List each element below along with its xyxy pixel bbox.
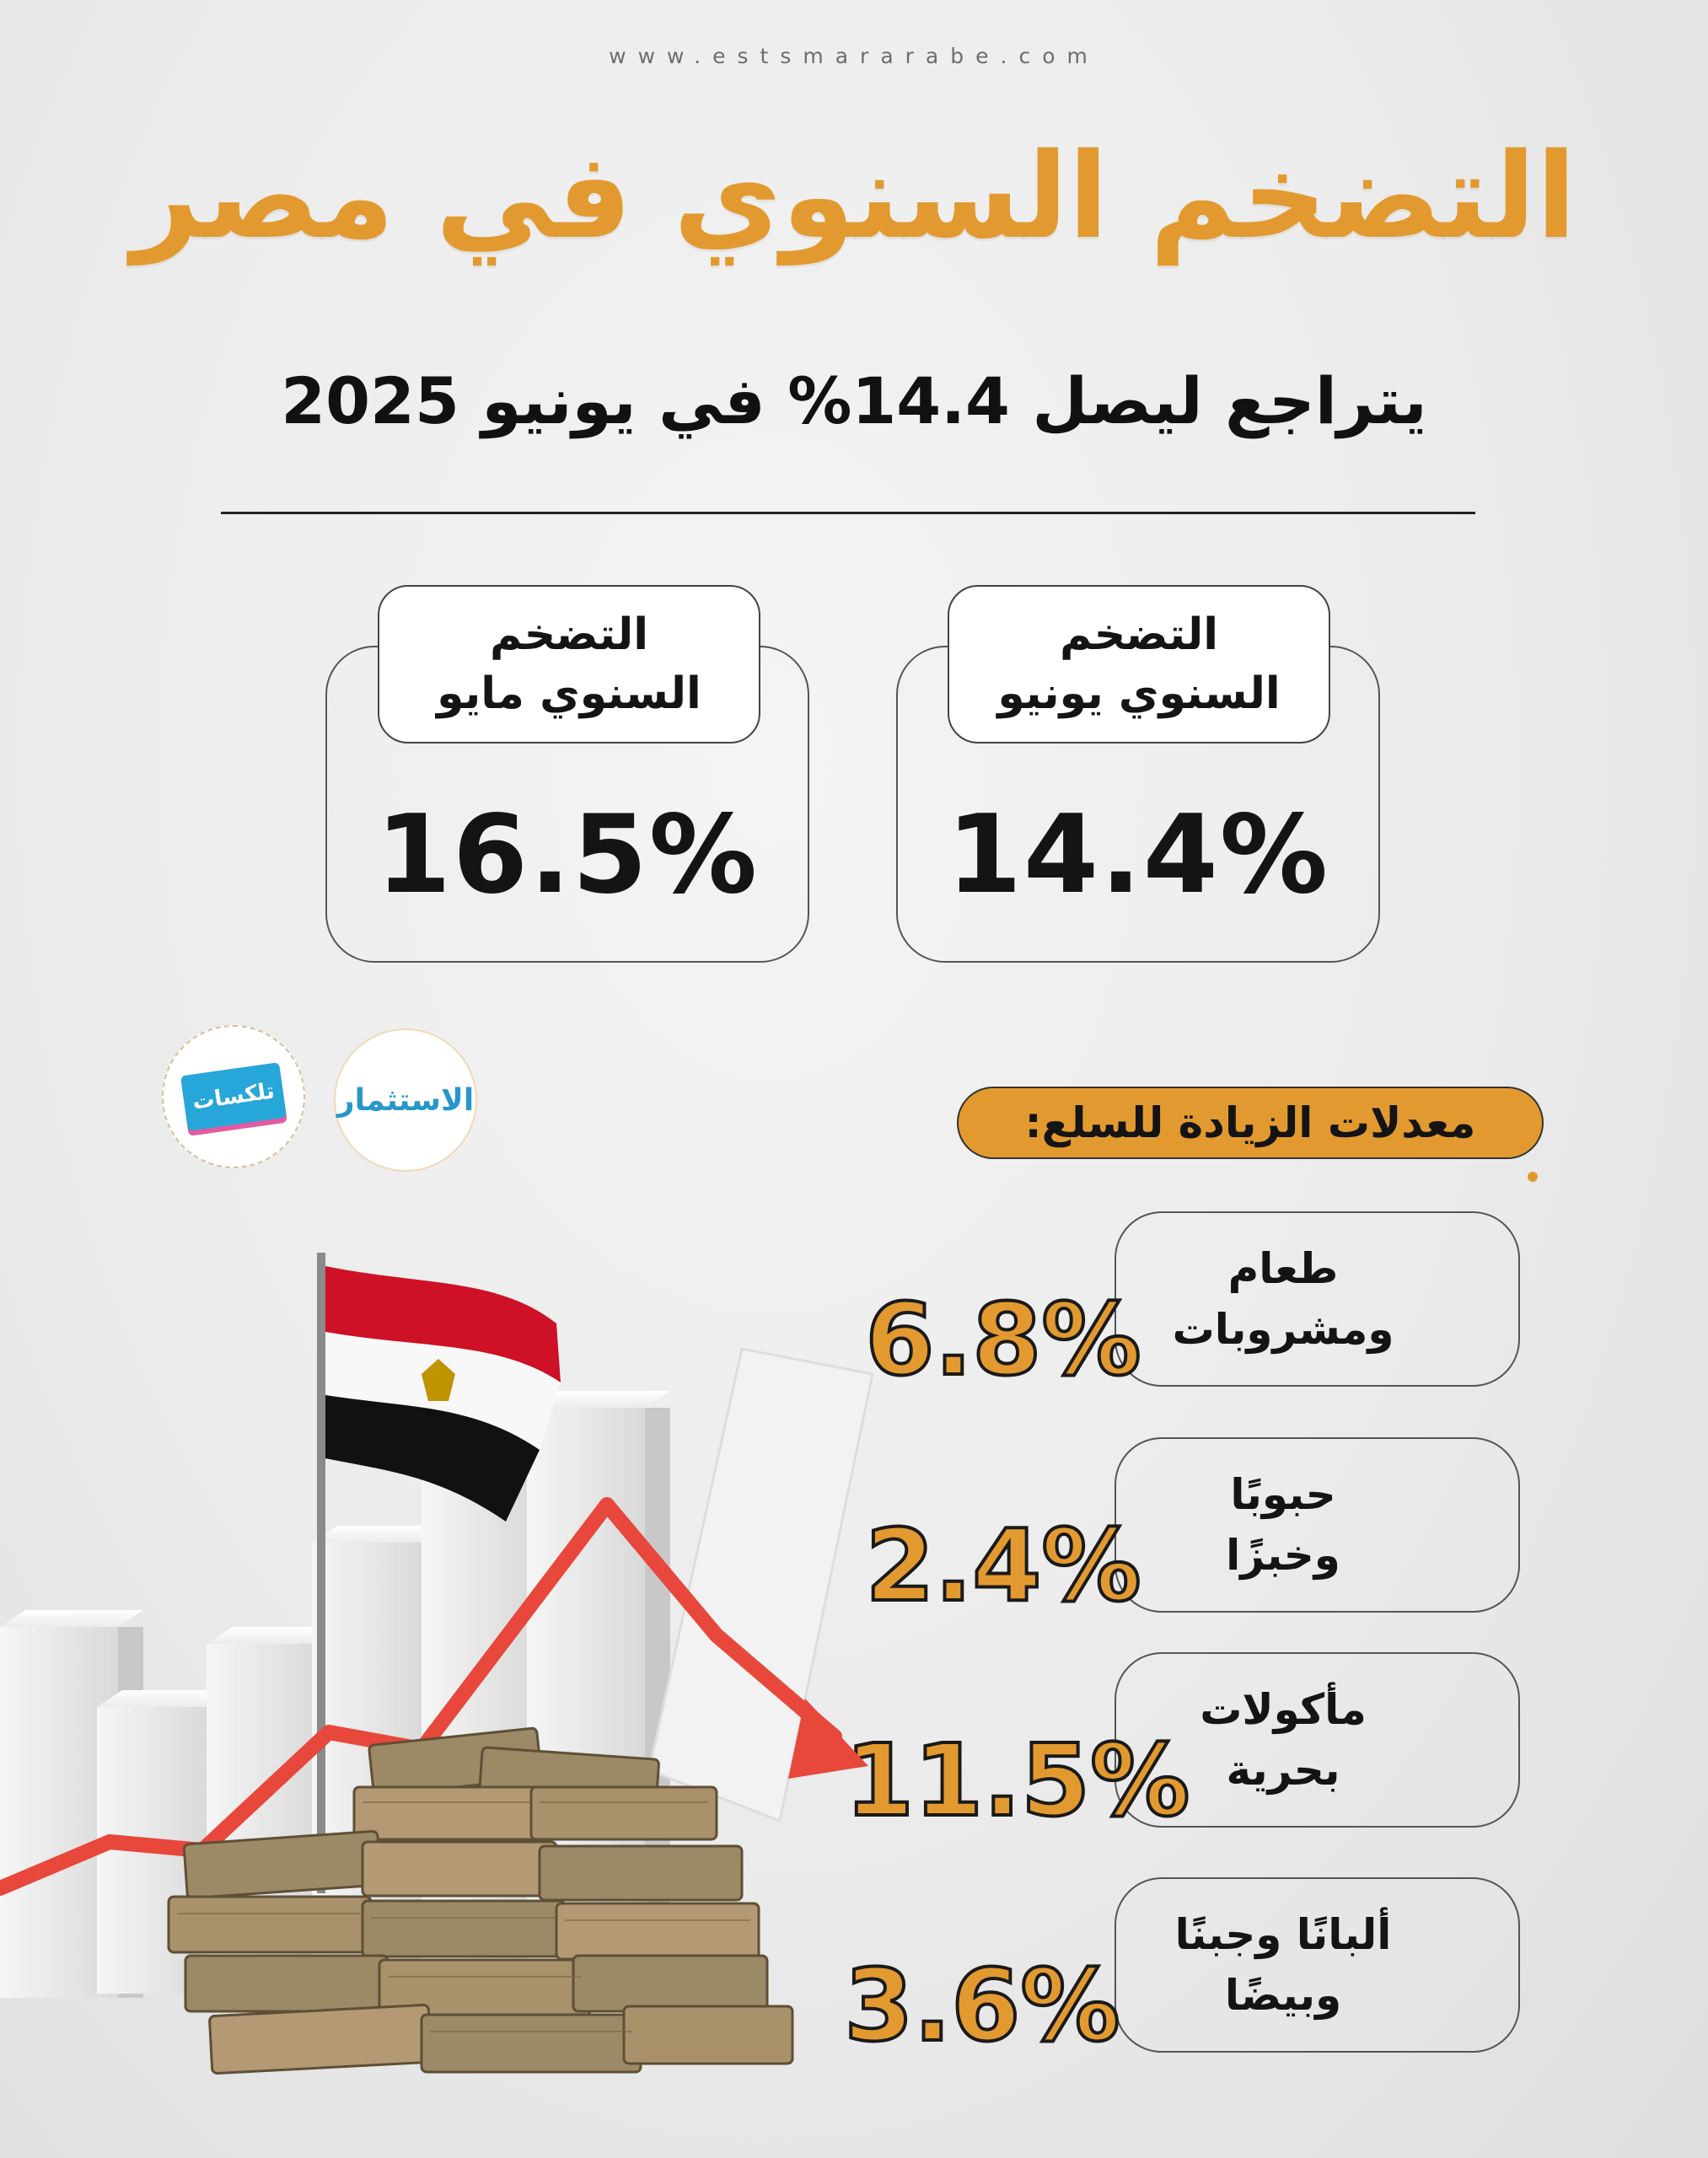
category-label-seafood: مأكولات بحرية: [1114, 1652, 1452, 1828]
title-divider: [221, 512, 1475, 514]
category-card-food: [1114, 1211, 1520, 1387]
category-label-dairy: ألبانًا وجبنًا وبيضًا: [1114, 1877, 1452, 2053]
category-dairy-line2: وبيضًا: [1224, 1971, 1342, 2020]
talk-logo: تلكسات: [162, 1025, 305, 1168]
category-value-dairy: 3.6%: [842, 1946, 1121, 2065]
inflation-illustration: [0, 1253, 874, 2075]
stat-value-may: 16.5%: [375, 792, 760, 918]
stat-label-may-line2: السنوي مايو: [437, 668, 701, 719]
category-grains-line2: وخبزًا: [1226, 1531, 1340, 1580]
estesmar-logo-text: الاستثمار: [336, 1082, 475, 1118]
down-trend-arrow-icon: [0, 1497, 868, 1896]
category-dairy-line1: ألبانًا وجبنًا: [1174, 1909, 1392, 1959]
category-seafood-line1: مأكولات: [1200, 1684, 1367, 1734]
category-value-grains: 2.4%: [863, 1506, 1142, 1625]
page-title: التضخم السنوي في مصر: [132, 128, 1576, 266]
category-card-grains: [1114, 1437, 1520, 1613]
category-label-grains: حبوبًا وخبزًا: [1114, 1437, 1452, 1613]
category-value-seafood: 11.5%: [843, 1720, 1191, 1840]
category-food-line2: ومشروبات: [1172, 1305, 1394, 1354]
section-title-dot: [1528, 1172, 1538, 1182]
category-food-line1: طعام: [1227, 1243, 1339, 1293]
category-card-dairy: [1114, 1877, 1520, 2053]
stat-label-may-line1: التضخم: [489, 609, 649, 660]
stat-label-june: التضخم السنوي يونيو: [948, 585, 1330, 743]
category-card-seafood: [1114, 1652, 1520, 1828]
category-seafood-line2: بحرية: [1226, 1746, 1340, 1795]
category-grains-line1: حبوبًا: [1230, 1469, 1336, 1519]
stat-label-june-line1: التضخم: [1059, 609, 1219, 660]
stat-label-may: التضخم السنوي مايو: [378, 585, 760, 743]
section-title-text: معدلات الزيادة للسلع:: [1024, 1098, 1476, 1147]
stat-value-june: 14.4%: [946, 792, 1330, 918]
talk-logo-text: تلكسات: [191, 1078, 277, 1115]
category-value-food: 6.8%: [863, 1280, 1142, 1399]
talk-logo-badge: تلكسات: [180, 1062, 287, 1131]
section-title: معدلات الزيادة للسلع:: [957, 1087, 1544, 1159]
egypt-flag-icon: [317, 1253, 561, 1893]
stat-label-june-line2: السنوي يونيو: [997, 668, 1281, 719]
site-url[interactable]: www.estsmararabe.com: [609, 44, 1099, 68]
banknotes-stack-icon: [167, 1726, 794, 2075]
estesmar-logo: الاستثمار: [334, 1028, 477, 1172]
category-label-food: طعام ومشروبات: [1114, 1211, 1452, 1387]
page-subtitle: يتراجع ليصل 14.4% في يونيو 2025: [281, 363, 1427, 438]
